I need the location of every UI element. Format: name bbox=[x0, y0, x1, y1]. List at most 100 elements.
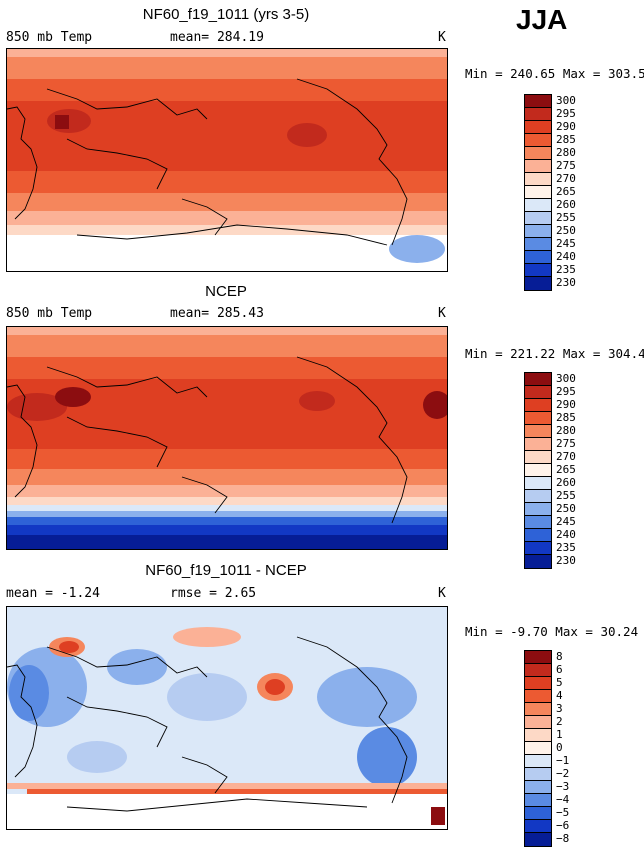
colorbar-swatch bbox=[525, 108, 551, 121]
p2-coastlines bbox=[7, 356, 408, 524]
colorbar-label: 230 bbox=[556, 276, 576, 289]
p3-band bbox=[7, 783, 447, 789]
colorbar-label: 250 bbox=[556, 502, 576, 515]
colorbar-swatch bbox=[525, 186, 551, 199]
p3-warm-region bbox=[431, 807, 445, 825]
colorbar-label: −2 bbox=[556, 767, 570, 780]
p3-cool-region bbox=[317, 667, 417, 727]
panel2-map-svg bbox=[7, 327, 447, 549]
colorbar-swatch bbox=[525, 425, 551, 438]
panel3-units: K bbox=[438, 586, 446, 601]
p2-band bbox=[7, 535, 447, 549]
panel2-title: NCEP bbox=[205, 283, 247, 300]
colorbar-swatch bbox=[525, 768, 551, 781]
p1-hotspot bbox=[55, 115, 69, 129]
colorbar-label: 230 bbox=[556, 554, 576, 567]
p2-band bbox=[7, 469, 447, 485]
colorbar-label: 300 bbox=[556, 372, 576, 385]
panel2-minmax: Min = 221.22 Max = 304.41 bbox=[465, 346, 644, 361]
p3-warm-region bbox=[59, 641, 79, 653]
p3-coastlines bbox=[7, 636, 408, 812]
p3-cool-region bbox=[9, 665, 49, 721]
colorbar-swatch bbox=[525, 716, 551, 729]
colorbar-label: 275 bbox=[556, 159, 576, 172]
p2-band bbox=[7, 511, 447, 517]
panel3-map-svg bbox=[7, 607, 447, 829]
colorbar-swatch bbox=[525, 147, 551, 160]
panel2-map bbox=[6, 326, 448, 550]
p3-cool-region bbox=[67, 741, 127, 773]
colorbar-label: 255 bbox=[556, 489, 576, 502]
colorbar-label: 270 bbox=[556, 450, 576, 463]
colorbar-swatch bbox=[525, 542, 551, 555]
colorbar-swatch bbox=[525, 225, 551, 238]
p2-hotspot bbox=[423, 391, 447, 419]
colorbar-label: 280 bbox=[556, 146, 576, 159]
colorbar-swatch bbox=[525, 555, 551, 568]
colorbar-swatch bbox=[525, 742, 551, 755]
colorbar-label: 295 bbox=[556, 107, 576, 120]
colorbar-swatch bbox=[525, 529, 551, 542]
panel1-units: K bbox=[438, 30, 446, 45]
p2-band bbox=[7, 505, 447, 511]
p2-hotspot bbox=[55, 387, 91, 407]
p2-band bbox=[7, 497, 447, 505]
colorbar-label: 280 bbox=[556, 424, 576, 437]
colorbar-label: 290 bbox=[556, 398, 576, 411]
colorbar-swatch bbox=[525, 173, 551, 186]
colorbar-label: 260 bbox=[556, 198, 576, 211]
p3-band bbox=[27, 789, 447, 794]
p1-coastlines bbox=[7, 78, 408, 246]
season-label: JJA bbox=[516, 4, 568, 35]
colorbar-label: 245 bbox=[556, 515, 576, 528]
colorbar-label: 250 bbox=[556, 224, 576, 237]
p2-band bbox=[7, 485, 447, 497]
panel1-map bbox=[6, 48, 448, 272]
colorbar-swatch bbox=[525, 807, 551, 820]
p2-band bbox=[7, 449, 447, 469]
colorbar-label: −1 bbox=[556, 754, 570, 767]
panel2-colorbar bbox=[524, 372, 552, 569]
colorbar-swatch bbox=[525, 386, 551, 399]
colorbar-label: −3 bbox=[556, 780, 570, 793]
colorbar-swatch bbox=[525, 451, 551, 464]
panel3-colorbar bbox=[524, 650, 552, 847]
panel2-variable-label: 850 mb Temp bbox=[6, 306, 93, 321]
p1-hotspot bbox=[287, 123, 327, 147]
colorbar-swatch bbox=[525, 516, 551, 529]
colorbar-label: 285 bbox=[556, 133, 576, 146]
colorbar-swatch bbox=[525, 134, 551, 147]
colorbar-label: 235 bbox=[556, 541, 576, 554]
p2-hotspot bbox=[299, 391, 335, 411]
colorbar-label: 270 bbox=[556, 172, 576, 185]
colorbar-swatch bbox=[525, 490, 551, 503]
colorbar-label: 245 bbox=[556, 237, 576, 250]
p1-band bbox=[7, 211, 447, 225]
colorbar-label: 285 bbox=[556, 411, 576, 424]
p1-antarctic-cool bbox=[389, 235, 445, 263]
p2-band bbox=[7, 327, 447, 335]
colorbar-swatch bbox=[525, 781, 551, 794]
p2-band bbox=[7, 335, 447, 357]
colorbar-swatch bbox=[525, 199, 551, 212]
colorbar-swatch bbox=[525, 690, 551, 703]
colorbar-swatch bbox=[525, 794, 551, 807]
p1-band bbox=[7, 171, 447, 193]
colorbar-label: 265 bbox=[556, 185, 576, 198]
colorbar-label: 255 bbox=[556, 211, 576, 224]
p3-cool-region bbox=[107, 649, 167, 685]
p1-band bbox=[7, 193, 447, 211]
colorbar-swatch bbox=[525, 755, 551, 768]
colorbar-label: 300 bbox=[556, 94, 576, 107]
colorbar-label: 290 bbox=[556, 120, 576, 133]
colorbar-swatch bbox=[525, 438, 551, 451]
panel2-units: K bbox=[438, 306, 446, 321]
colorbar-swatch bbox=[525, 412, 551, 425]
colorbar-swatch bbox=[525, 277, 551, 290]
p3-band bbox=[7, 794, 447, 829]
colorbar-swatch bbox=[525, 160, 551, 173]
colorbar-swatch bbox=[525, 477, 551, 490]
colorbar-swatch bbox=[525, 664, 551, 677]
p1-band bbox=[7, 49, 447, 57]
colorbar-label: 235 bbox=[556, 263, 576, 276]
